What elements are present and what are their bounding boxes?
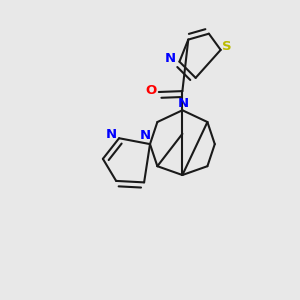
Text: N: N bbox=[177, 97, 188, 110]
Text: N: N bbox=[105, 128, 116, 141]
Text: S: S bbox=[222, 40, 232, 53]
Text: N: N bbox=[140, 129, 151, 142]
Text: N: N bbox=[165, 52, 176, 64]
Text: O: O bbox=[146, 84, 157, 97]
